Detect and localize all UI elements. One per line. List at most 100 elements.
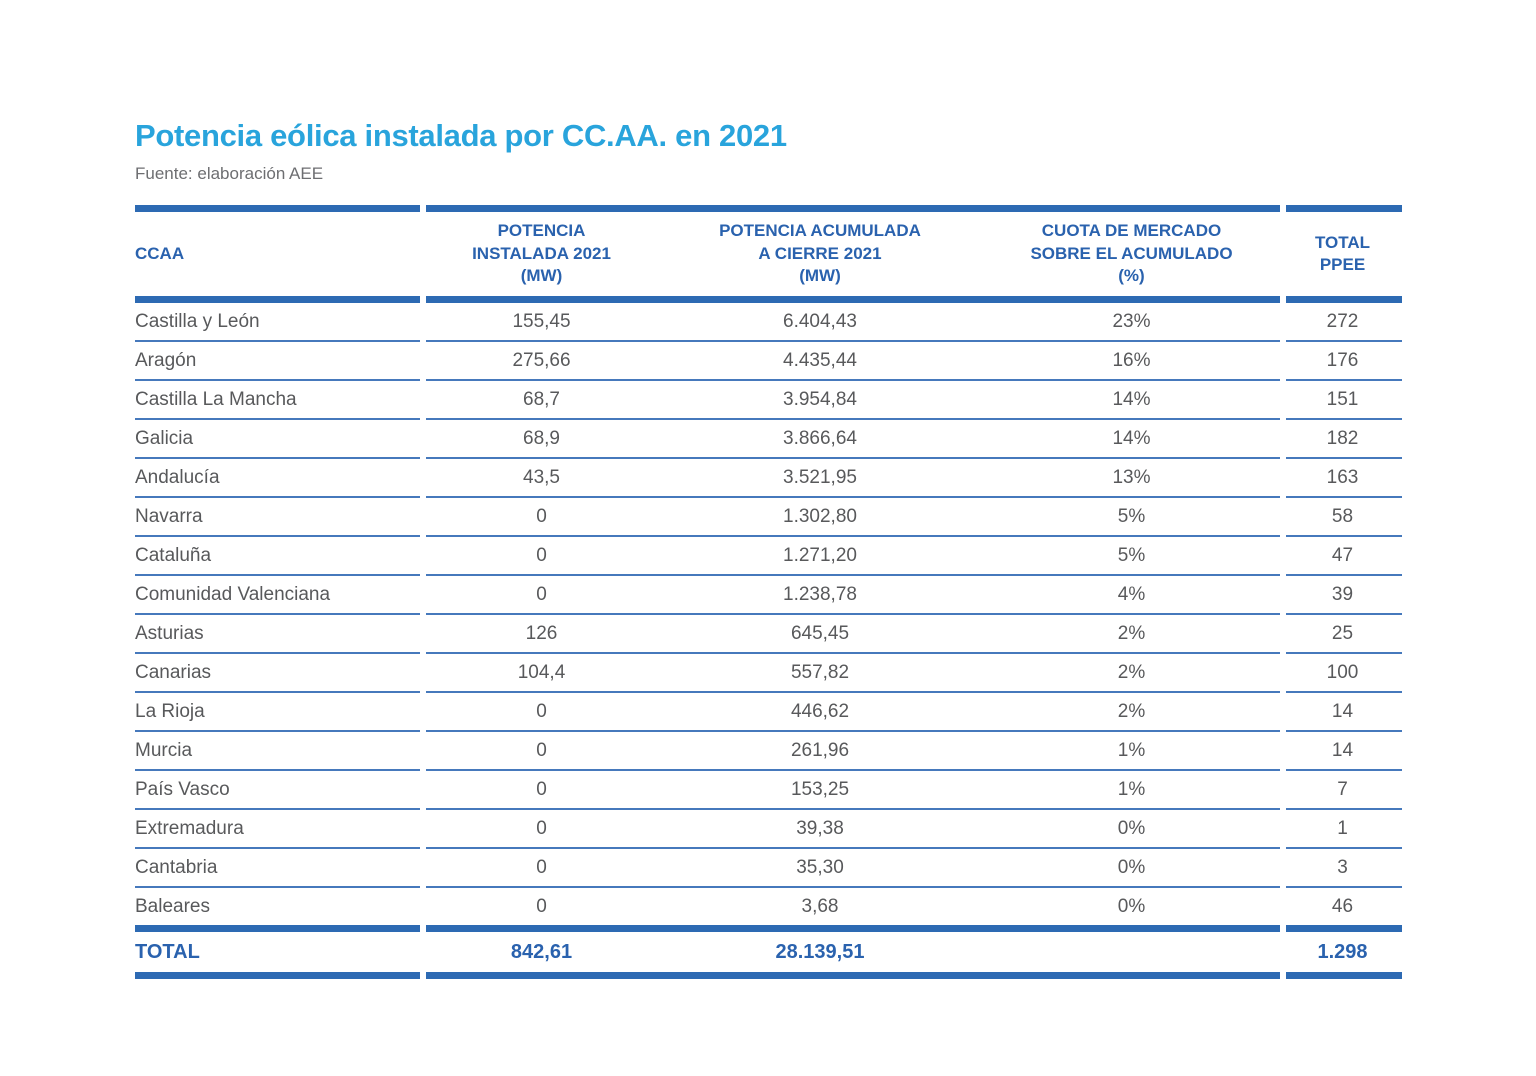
cell-ppee: 46 (1331, 895, 1354, 917)
cell-cuota: 0% (980, 809, 1283, 849)
cell-ppee: 14 (1283, 731, 1402, 771)
source-note: Fuente: elaboración AEE (135, 164, 324, 183)
cell-acumulada: 3,68 (801, 895, 839, 917)
cell-ppee: 3 (1283, 848, 1402, 888)
cell-ppee: 47 (1283, 536, 1402, 576)
table-row: Asturias 126 645,45 2% 25 (135, 614, 1402, 654)
cell-acumulada: 261,96 (660, 731, 980, 771)
cell-cuota: 13% (980, 458, 1283, 498)
total-label: TOTAL (135, 925, 423, 979)
table-row: Castilla y León 155,45 6.404,43 23% 272 (135, 299, 1402, 342)
cell-cuota: 4% (980, 575, 1283, 615)
table-row: Baleares 0 3,68 0% 46 (135, 887, 1402, 929)
cell-ccaa: Murcia (135, 731, 423, 771)
cell-acumulada: 1.271,20 (660, 536, 980, 576)
cell-acumulada: 1.238,78 (660, 575, 980, 615)
col-header-ccaa: CCAA (135, 205, 423, 303)
cell-ccaa: Asturias (135, 614, 423, 654)
cell-cuota: 16% (980, 341, 1283, 381)
cell-instalada: 43,5 (423, 458, 660, 498)
cell-ppee: 25 (1283, 614, 1402, 654)
cell-instalada: 0 (423, 692, 660, 732)
cell-ccaa: Castilla La Mancha (135, 380, 423, 420)
cell-cuota: 23% (980, 299, 1283, 342)
cell-acumulada: 3.866,64 (660, 419, 980, 459)
cell-instalada: 126 (423, 614, 660, 654)
cell-cuota: 2% (980, 614, 1283, 654)
table-row: País Vasco 0 153,25 1% 7 (135, 770, 1402, 810)
cell-cuota: 0% (980, 848, 1283, 888)
table-row: Cataluña 0 1.271,20 5% 47 (135, 536, 1402, 576)
cell-ppee: 100 (1283, 653, 1402, 693)
cell-cuota: 14% (980, 380, 1283, 420)
cell-ccaa: Cantabria (135, 848, 423, 888)
column-divider-gap (420, 205, 426, 979)
col-header-potencia-acumulada: POTENCIA ACUMULADA A CIERRE 2021 (MW) (660, 205, 980, 303)
cell-ppee: 1 (1283, 809, 1402, 849)
table-row: Comunidad Valenciana 0 1.238,78 4% 39 (135, 575, 1402, 615)
cell-acumulada: 446,62 (660, 692, 980, 732)
cell-ccaa: Comunidad Valenciana (135, 575, 423, 615)
cell-ppee: 272 (1283, 299, 1402, 342)
cell-instalada: 155,45 (423, 299, 660, 342)
cell-ppee: 7 (1283, 770, 1402, 810)
cell-ccaa: Aragón (135, 341, 423, 381)
table-row: Aragón 275,66 4.435,44 16% 176 (135, 341, 1402, 381)
column-divider-gap (1280, 205, 1286, 979)
cell-ccaa: Navarra (135, 497, 423, 537)
col-header-cuota-mercado: CUOTA DE MERCADO SOBRE EL ACUMULADO (%) (980, 205, 1283, 303)
cell-ccaa: Castilla y León (135, 299, 423, 342)
cell-acumulada: 557,82 (660, 653, 980, 693)
report-page: Potencia eólica instalada por CC.AA. en … (135, 0, 1402, 979)
cell-instalada: 0 (423, 809, 660, 849)
cell-ppee: 151 (1283, 380, 1402, 420)
cell-instalada: 275,66 (423, 341, 660, 381)
cell-instalada: 0 (423, 575, 660, 615)
cell-instalada: 0 (423, 770, 660, 810)
table-row: Cantabria 0 35,30 0% 3 (135, 848, 1402, 888)
cell-cuota: 0% (1117, 895, 1146, 917)
cell-cuota: 1% (980, 770, 1283, 810)
cell-instalada: 104,4 (423, 653, 660, 693)
total-cuota (980, 925, 1283, 979)
cell-acumulada: 645,45 (660, 614, 980, 654)
table-row: Galicia 68,9 3.866,64 14% 182 (135, 419, 1402, 459)
table-row: Navarra 0 1.302,80 5% 58 (135, 497, 1402, 537)
cell-acumulada: 3.521,95 (660, 458, 980, 498)
wind-power-table: CCAA POTENCIA INSTALADA 2021 (MW) POTENC… (135, 205, 1402, 979)
cell-cuota: 5% (980, 497, 1283, 537)
cell-ccaa: Cataluña (135, 536, 423, 576)
col-header-potencia-instalada: POTENCIA INSTALADA 2021 (MW) (423, 205, 660, 303)
cell-instalada: 0 (423, 731, 660, 771)
cell-ccaa: Andalucía (135, 458, 423, 498)
table-body: Castilla y León 155,45 6.404,43 23% 272 … (135, 299, 1402, 929)
cell-instalada: 68,7 (423, 380, 660, 420)
total-ppee: 1.298 (1283, 925, 1402, 979)
cell-ppee: 176 (1283, 341, 1402, 381)
cell-cuota: 2% (980, 692, 1283, 732)
total-acumulada: 28.139,51 (660, 925, 980, 979)
cell-instalada: 0 (423, 497, 660, 537)
cell-acumulada: 1.302,80 (660, 497, 980, 537)
cell-acumulada: 3.954,84 (660, 380, 980, 420)
cell-instalada: 0 (423, 848, 660, 888)
cell-acumulada: 35,30 (660, 848, 980, 888)
page-title: Potencia eólica instalada por CC.AA. en … (135, 118, 787, 153)
cell-instalada: 68,9 (423, 419, 660, 459)
cell-ccaa: La Rioja (135, 692, 423, 732)
table-row: Murcia 0 261,96 1% 14 (135, 731, 1402, 771)
cell-cuota: 1% (980, 731, 1283, 771)
cell-ccaa: Baleares (135, 895, 210, 917)
table-row: La Rioja 0 446,62 2% 14 (135, 692, 1402, 732)
cell-cuota: 14% (980, 419, 1283, 459)
cell-ccaa: Galicia (135, 419, 423, 459)
cell-ccaa: País Vasco (135, 770, 423, 810)
table-row: Canarias 104,4 557,82 2% 100 (135, 653, 1402, 693)
table-footer: TOTAL 842,61 28.139,51 1.298 (135, 925, 1402, 979)
col-header-total-ppee: TOTAL PPEE (1283, 205, 1402, 303)
cell-ppee: 182 (1283, 419, 1402, 459)
cell-ppee: 163 (1283, 458, 1402, 498)
cell-acumulada: 6.404,43 (660, 299, 980, 342)
table-header: CCAA POTENCIA INSTALADA 2021 (MW) POTENC… (135, 205, 1402, 303)
cell-acumulada: 153,25 (660, 770, 980, 810)
